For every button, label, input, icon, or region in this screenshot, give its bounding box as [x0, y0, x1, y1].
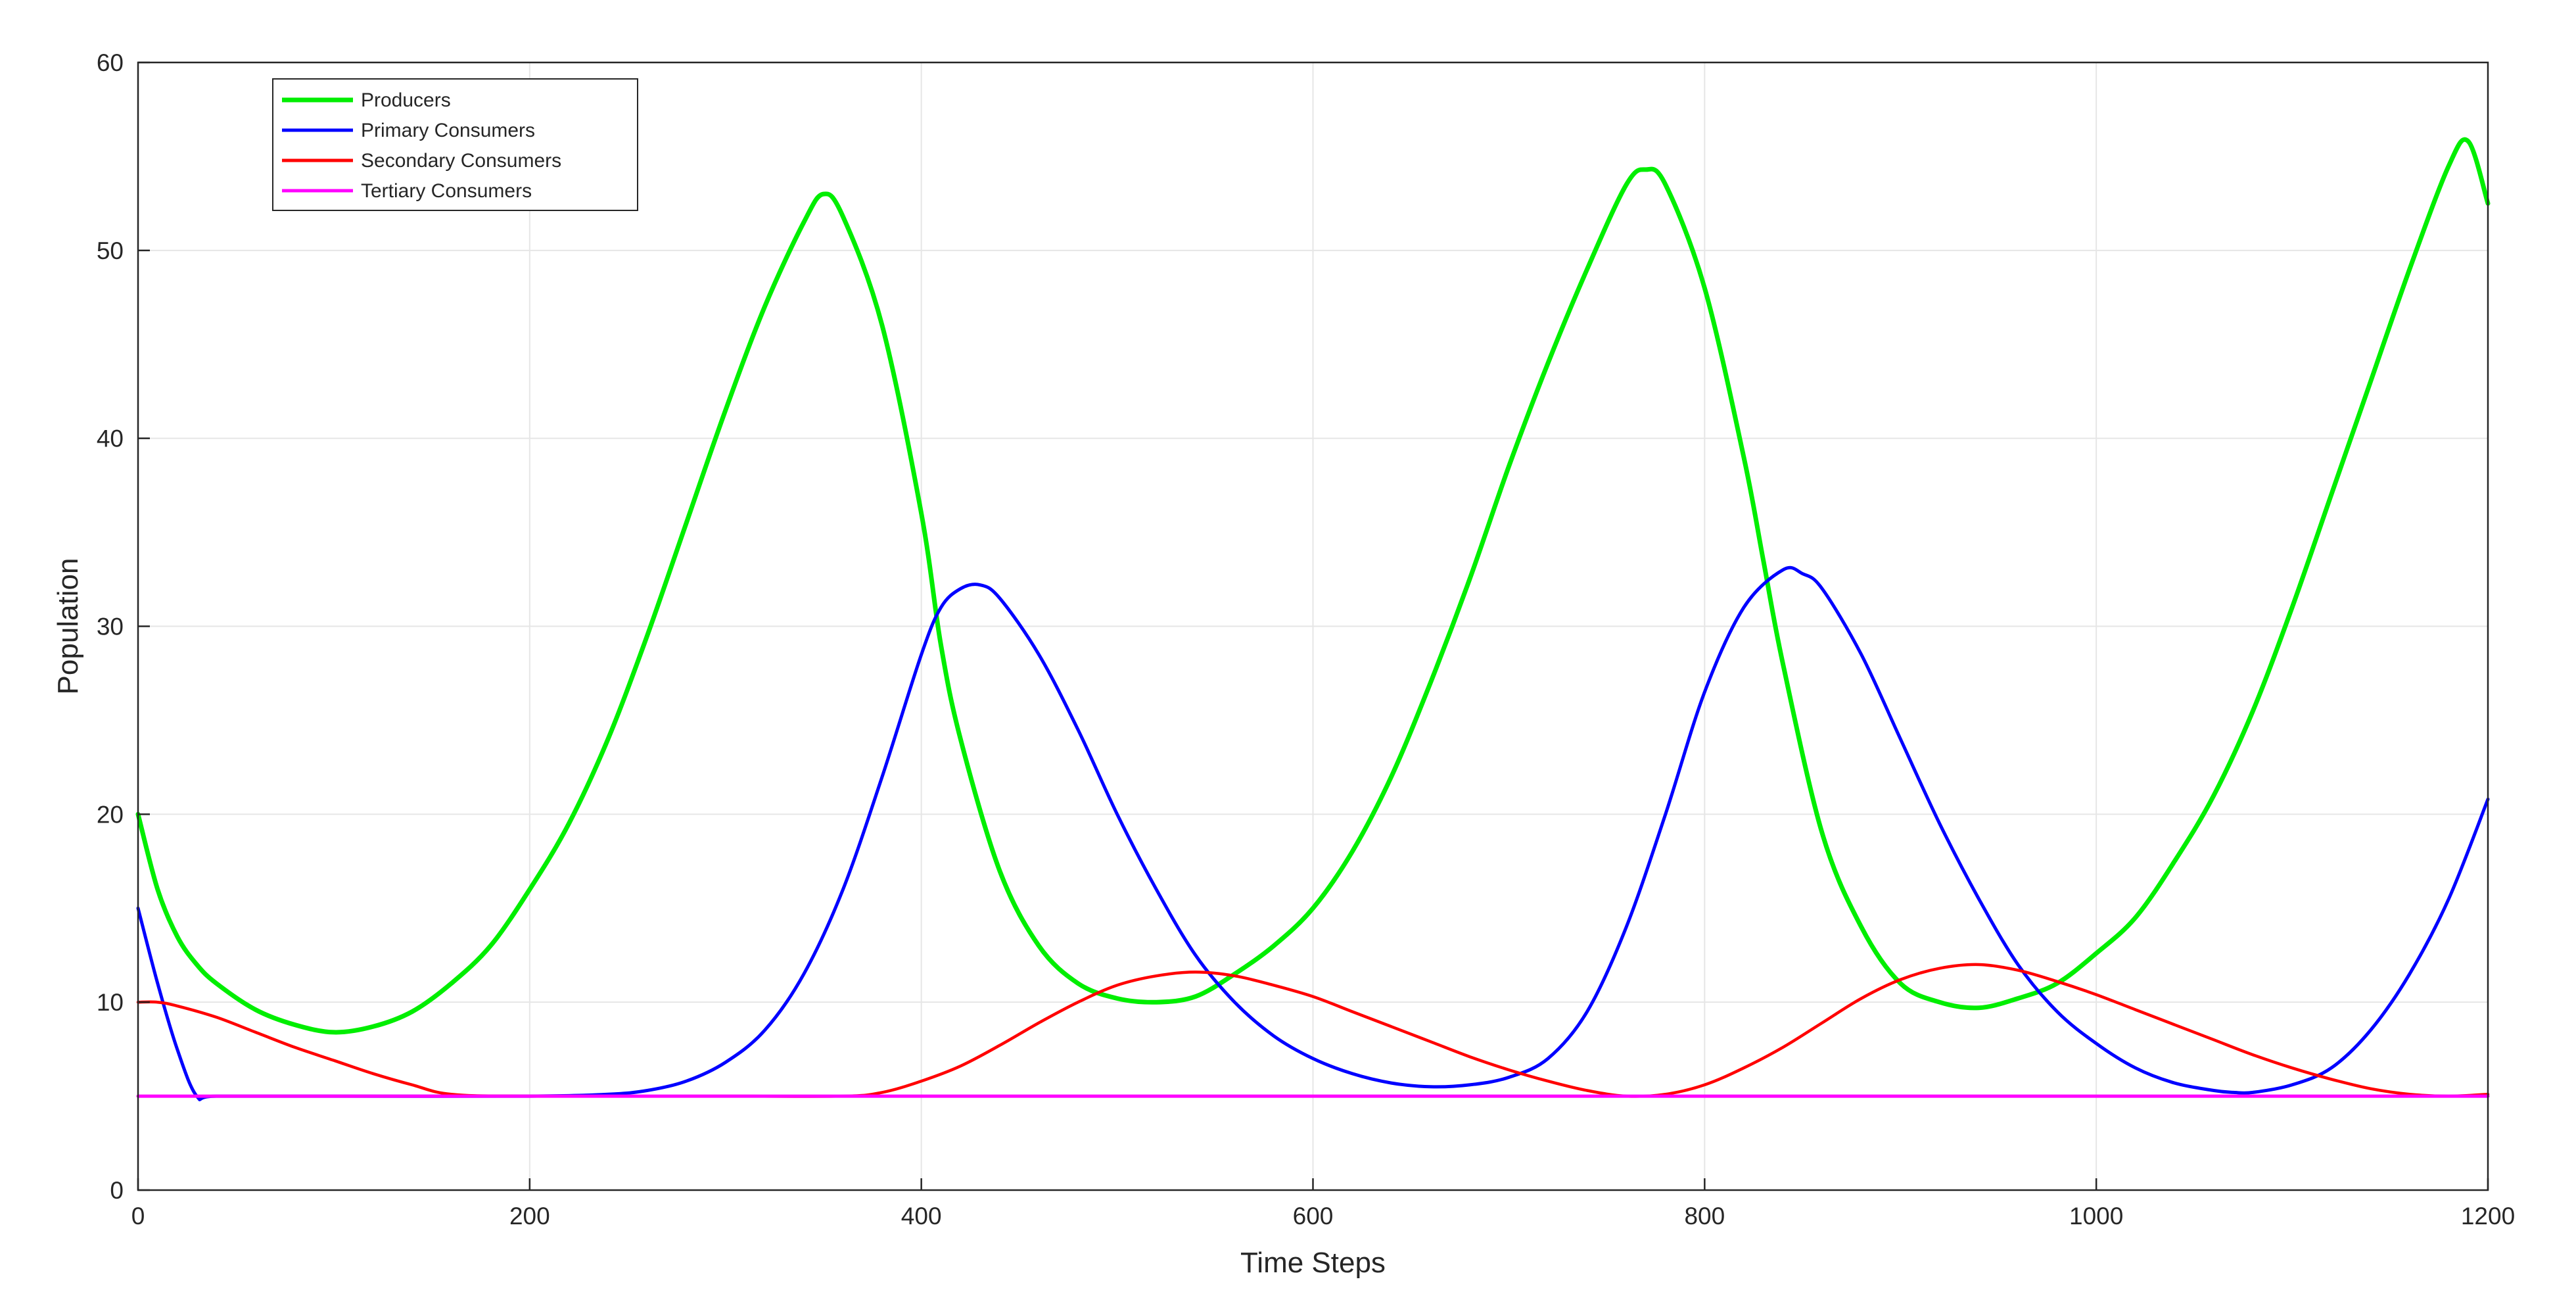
x-tick-label: 800 — [1684, 1203, 1725, 1230]
series-line-primary-consumers — [136, 565, 2490, 1101]
legend-item: Tertiary Consumers — [282, 180, 532, 202]
legend-item: Producers — [282, 89, 451, 111]
y-tick-label: 20 — [97, 801, 124, 828]
y-tick-label: 0 — [110, 1177, 124, 1204]
y-axis-title: Population — [52, 558, 84, 695]
x-tick-label: 600 — [1293, 1203, 1334, 1230]
legend: Producers Primary Consumers Secondary Cons… — [272, 78, 638, 211]
legend-label: Secondary Consumers — [361, 150, 561, 172]
legend-label: Primary Consumers — [361, 120, 535, 141]
x-tick-label: 1200 — [2461, 1203, 2515, 1230]
grid-lines — [137, 62, 2489, 1191]
y-tick-label: 10 — [97, 989, 124, 1016]
legend-label: Tertiary Consumers — [361, 180, 532, 202]
x-axis-title: Time Steps — [1240, 1247, 1386, 1279]
legend-label: Producers — [361, 89, 451, 111]
x-tick-label: 400 — [901, 1203, 942, 1230]
y-tick-label: 50 — [97, 237, 124, 264]
legend-item: Secondary Consumers — [282, 150, 561, 172]
legend-item: Primary Consumers — [282, 120, 535, 141]
series-line-producers — [135, 137, 2491, 1035]
x-tick-label: 200 — [509, 1203, 550, 1230]
y-tick-label: 30 — [97, 613, 124, 640]
y-tick-label: 40 — [97, 425, 124, 452]
series-lines — [135, 137, 2491, 1101]
y-tick-label: 60 — [97, 49, 124, 76]
x-tick-label: 0 — [131, 1203, 145, 1230]
x-tick-label: 1000 — [2069, 1203, 2123, 1230]
axis-ticks: 0 200 400 600 800 1000 1200 0 10 20 30 40 50 60 — [97, 49, 2515, 1230]
